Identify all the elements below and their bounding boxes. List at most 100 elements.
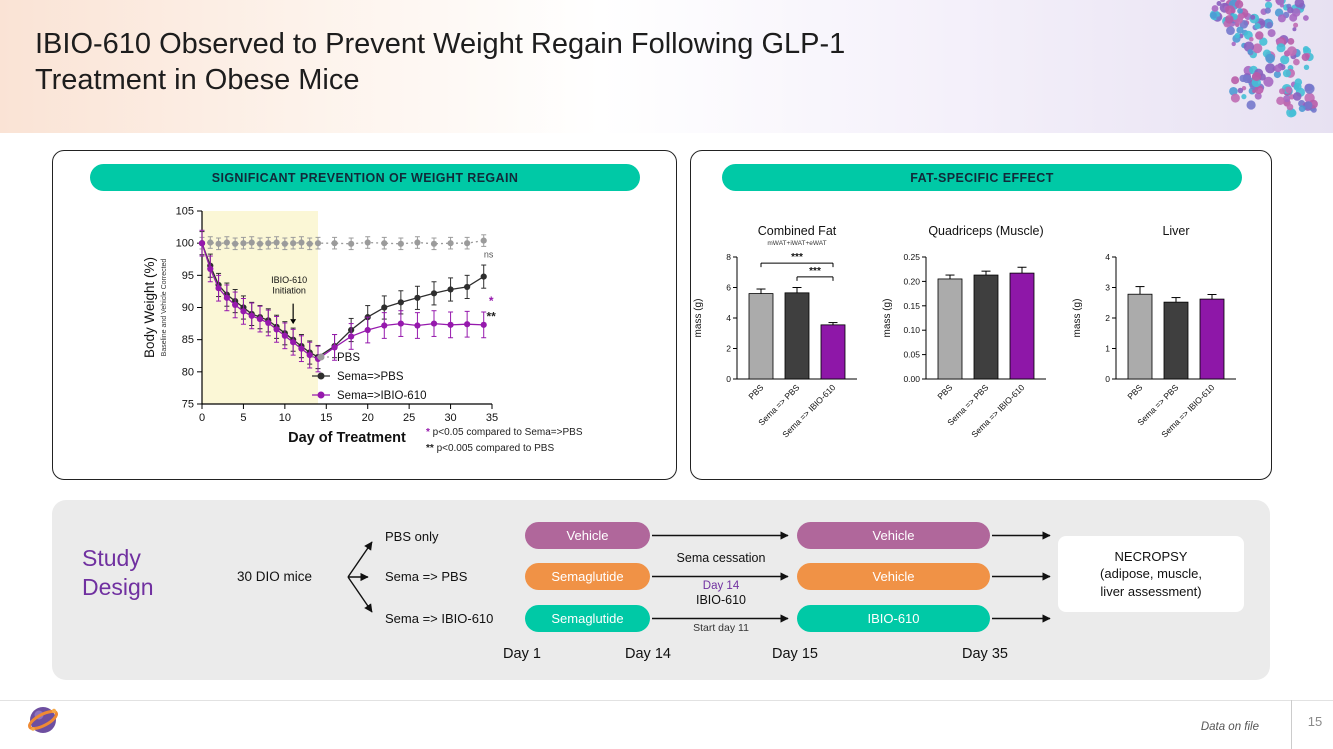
svg-text:Baseline and Vehicle Corrected: Baseline and Vehicle Corrected — [161, 259, 168, 357]
svg-text:105: 105 — [176, 206, 194, 218]
svg-text:1: 1 — [1105, 344, 1110, 354]
footer-vertical-divider — [1291, 700, 1292, 749]
necropsy-line2: (adipose, muscle, — [1100, 566, 1202, 582]
pill-ibio-610: IBIO-610 — [797, 605, 990, 632]
svg-text:mass (g): mass (g) — [882, 299, 893, 338]
svg-text:***: *** — [791, 252, 803, 263]
svg-text:30: 30 — [444, 412, 456, 424]
svg-text:80: 80 — [182, 366, 194, 378]
svg-text:* p<0.05 compared to Sema=>PBS: * p<0.05 compared to Sema=>PBS — [426, 427, 583, 438]
svg-text:4: 4 — [1105, 252, 1110, 262]
svg-text:Day of Treatment: Day of Treatment — [288, 430, 406, 446]
svg-text:90: 90 — [182, 302, 194, 314]
title-line-1: IBIO-610 Observed to Prevent Weight Rega… — [35, 28, 846, 60]
ibio-logo — [28, 707, 58, 733]
title-line-2: Treatment in Obese Mice — [35, 64, 360, 96]
svg-text:ns: ns — [484, 249, 494, 259]
study-design-label-line1: Study — [82, 545, 141, 571]
timeline-day-35: Day 35 — [962, 646, 1008, 662]
page-number: 15 — [1307, 714, 1323, 729]
svg-text:Quadriceps (Muscle): Quadriceps (Muscle) — [928, 224, 1043, 238]
svg-text:PBS: PBS — [337, 352, 360, 364]
timeline-day-14: Day 14 — [625, 646, 671, 662]
svg-text:Body Weight (%): Body Weight (%) — [142, 257, 157, 358]
svg-text:2: 2 — [726, 344, 731, 354]
svg-text:6: 6 — [726, 283, 731, 293]
svg-text:** p<0.005 compared to PBS: ** p<0.005 compared to PBS — [426, 443, 554, 454]
arm-label-pbs: PBS only — [385, 529, 439, 544]
svg-text:PBS: PBS — [746, 382, 765, 401]
svg-text:mass (g): mass (g) — [693, 299, 704, 338]
quadriceps-bar-chart: Quadriceps (Muscle) 0.00 0.05 0.10 0.15 0.20 0… — [882, 224, 1046, 440]
start-day-11-label: Start day 11 — [693, 622, 749, 634]
svg-text:4: 4 — [726, 313, 731, 323]
svg-text:***: *** — [809, 266, 821, 277]
svg-text:0.25: 0.25 — [903, 252, 920, 262]
svg-text:15: 15 — [320, 412, 332, 424]
necropsy-line1: NECROPSY — [1114, 549, 1188, 565]
svg-text:100: 100 — [176, 238, 194, 250]
sema-cessation-label: Sema cessation — [676, 551, 766, 565]
svg-text:10: 10 — [279, 412, 291, 424]
cohort-label: 30 DIO mice — [237, 569, 313, 584]
svg-text:Sema=>PBS: Sema=>PBS — [337, 371, 404, 383]
pill-semaglutide-2: Semaglutide — [525, 605, 650, 632]
svg-text:0: 0 — [726, 374, 731, 384]
pill-vehicle-3: Vehicle — [797, 563, 990, 590]
fat-effect-panel: FAT-SPECIFIC EFFECT Combined Fat mWAT+iWA… — [690, 150, 1272, 480]
footer-divider — [0, 700, 1333, 701]
svg-text:95: 95 — [182, 270, 194, 282]
pill-vehicle-1: Vehicle — [525, 522, 650, 549]
svg-text:5: 5 — [240, 412, 246, 424]
svg-text:2: 2 — [1105, 313, 1110, 323]
study-design-label-line2: Design — [82, 574, 154, 600]
pill-semaglutide-1: Semaglutide — [525, 563, 650, 590]
svg-text:35: 35 — [486, 412, 498, 424]
weight-panel-header: SIGNIFICANT PREVENTION OF WEIGHT REGAIN — [90, 164, 640, 191]
protein-structure-image — [1209, 0, 1318, 118]
svg-text:0.05: 0.05 — [903, 350, 920, 360]
svg-text:PBS: PBS — [1125, 382, 1144, 401]
svg-text:3: 3 — [1105, 283, 1110, 293]
svg-text:25: 25 — [403, 412, 415, 424]
svg-text:Combined Fat: Combined Fat — [758, 224, 837, 238]
ibio-610-label: IBIO-610 — [695, 593, 747, 607]
study-design-label: Study Design — [82, 544, 154, 602]
svg-text:8: 8 — [726, 252, 731, 262]
necropsy-box: NECROPSY (adipose, muscle, liver assessm… — [1058, 536, 1244, 612]
necropsy-line3: liver assessment) — [1100, 583, 1202, 599]
svg-text:0.20: 0.20 — [903, 276, 920, 286]
svg-text:0.15: 0.15 — [903, 301, 920, 311]
svg-text:0: 0 — [199, 412, 205, 424]
timeline-day-15: Day 15 — [772, 646, 818, 662]
svg-text:Liver: Liver — [1162, 224, 1189, 238]
svg-text:*: * — [489, 294, 494, 308]
timeline-day-1: Day 1 — [503, 646, 541, 662]
svg-text:Sema=>IBIO-610: Sema=>IBIO-610 — [337, 390, 427, 402]
svg-text:20: 20 — [362, 412, 374, 424]
svg-text:0: 0 — [1105, 374, 1110, 384]
svg-text:Initiation: Initiation — [272, 285, 306, 295]
body-weight-line-chart: 75 80 85 90 95 100 105 0 5 10 15 20 25 30 35 IBIO-610In… — [142, 206, 583, 455]
pill-vehicle-2: Vehicle — [797, 522, 990, 549]
page-title: IBIO-610 Observed to Prevent Weight Rega… — [35, 26, 845, 98]
weight-regain-panel: SIGNIFICANT PREVENTION OF WEIGHT REGAIN … — [52, 150, 677, 480]
svg-text:**: ** — [486, 309, 496, 323]
day-14-label: Day 14 — [702, 580, 740, 592]
svg-text:85: 85 — [182, 334, 194, 346]
svg-text:mWAT+iWAT+eWAT: mWAT+iWAT+eWAT — [767, 240, 826, 247]
svg-text:0.00: 0.00 — [903, 374, 920, 384]
slide-header: IBIO-610 Observed to Prevent Weight Rega… — [0, 0, 1333, 133]
study-design-section: Study Design 30 DIO mice PBS only Sema =>… — [52, 500, 1270, 680]
fat-panel-header: FAT-SPECIFIC EFFECT — [722, 164, 1242, 191]
study-flow-arrows — [347, 531, 1051, 623]
svg-text:PBS: PBS — [935, 382, 954, 401]
arm-label-sema-pbs: Sema => PBS — [385, 569, 468, 584]
svg-text:75: 75 — [182, 399, 194, 411]
svg-text:0.10: 0.10 — [903, 325, 920, 335]
arm-label-sema-ibio: Sema => IBIO-610 — [385, 611, 494, 626]
data-on-file-note: Data on file — [1200, 721, 1259, 733]
svg-text:IBIO-610: IBIO-610 — [271, 275, 307, 285]
